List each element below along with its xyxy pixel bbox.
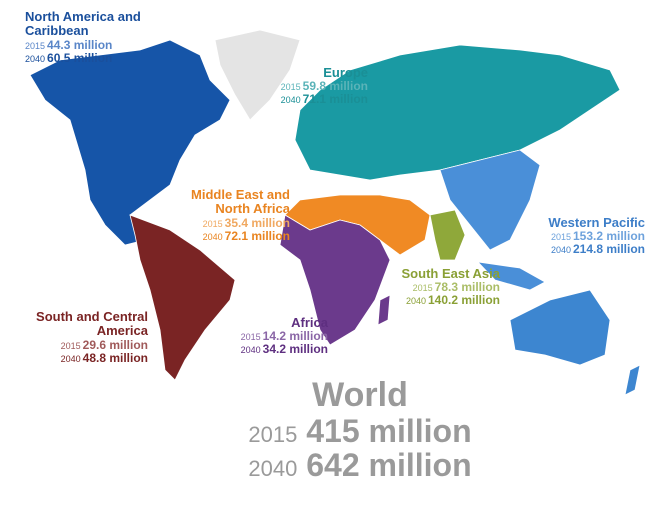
region-value: 48.8 million <box>82 350 148 365</box>
region-value: 59.8 million <box>302 79 368 94</box>
region-label: Europe 2015 59.8 million 2040 71.1 million <box>258 65 368 107</box>
world-year: 2015 <box>248 422 298 447</box>
region-year: 2015 <box>412 283 433 294</box>
world-title: World <box>312 376 408 414</box>
region-value: 34.2 million <box>262 342 328 357</box>
new-zealand <box>624 364 641 396</box>
region-row: 2015 59.8 million <box>258 80 368 93</box>
region-value: 78.3 million <box>434 280 500 295</box>
region-label: Africa 2015 14.2 million 2040 34.2 million <box>215 315 328 357</box>
region-year: 2015 <box>280 82 301 93</box>
region-value: 60.5 million <box>47 50 113 65</box>
region-value: 14.2 million <box>262 329 328 344</box>
region-value: 140.2 million <box>427 293 500 308</box>
region-year: 2040 <box>25 53 46 64</box>
islands <box>476 261 546 291</box>
region-row: 2040 60.5 million <box>25 50 175 65</box>
world-year: 2040 <box>248 455 298 481</box>
africa <box>279 214 391 346</box>
region-year: 2015 <box>240 332 261 343</box>
region-year: 2040 <box>550 245 571 256</box>
region-year: 2015 <box>60 340 81 351</box>
region-row: 2015 29.6 million <box>20 337 148 352</box>
region-row: 2040 140.2 million <box>385 294 500 307</box>
region-name: South East Asia <box>401 266 500 281</box>
region-row: 2040 34.2 million <box>215 343 328 356</box>
region-value: 35.4 million <box>224 215 290 230</box>
south-east-asia <box>429 209 466 261</box>
world-summary: World 2015 415 million 2040 642 million <box>230 376 490 482</box>
region-name: Africa <box>291 315 328 330</box>
region-row: 2015 14.2 million <box>215 330 328 343</box>
region-value: 72.1 million <box>224 228 290 243</box>
region-row: 2015 44.3 million <box>25 37 175 52</box>
world-value: 415 million <box>306 413 472 449</box>
australia <box>509 289 611 366</box>
world-row: 2040 642 million <box>230 446 490 483</box>
region-label: Middle East and North Africa 2015 35.4 mil… <box>170 187 290 243</box>
south-central-america <box>129 214 236 381</box>
world-value: 642 million <box>306 446 472 483</box>
greenland <box>214 29 301 121</box>
madagascar <box>377 294 391 326</box>
region-name: Europe <box>323 65 368 80</box>
region-year: 2015 <box>550 232 571 243</box>
region-value: 44.3 million <box>47 37 113 52</box>
region-value: 214.8 million <box>572 242 645 257</box>
region-label: South and Central America 2015 29.6 millio… <box>20 309 148 365</box>
north-america <box>29 39 231 246</box>
region-year: 2040 <box>60 353 81 364</box>
region-year: 2040 <box>202 231 223 242</box>
region-year: 2015 <box>25 40 46 51</box>
world-row: 2015 415 million <box>230 413 490 449</box>
europe <box>294 44 621 181</box>
region-name: Western Pacific <box>548 215 645 230</box>
region-row: 2040 48.8 million <box>20 350 148 365</box>
region-label: North America and Caribbean 2015 44.3 mill… <box>25 9 175 65</box>
region-value: 153.2 million <box>572 229 645 244</box>
region-name: Middle East and North Africa <box>191 187 290 217</box>
region-name: South and Central America <box>36 309 148 339</box>
east-asia <box>439 149 541 251</box>
region-row: 2015 78.3 million <box>385 281 500 294</box>
region-value: 29.6 million <box>82 337 148 352</box>
region-value: 71.1 million <box>302 92 368 107</box>
region-label: South East Asia 2015 78.3 million 2040 140.2… <box>385 266 500 308</box>
region-year: 2015 <box>202 218 223 229</box>
region-year: 2040 <box>280 95 301 106</box>
region-year: 2040 <box>405 296 426 307</box>
region-row: 2040 71.1 million <box>258 93 368 106</box>
region-row: 2015 153.2 million <box>525 230 645 243</box>
region-row: 2040 72.1 million <box>170 228 290 243</box>
region-name: North America and Caribbean <box>25 9 141 39</box>
region-row: 2015 35.4 million <box>170 215 290 230</box>
region-label: Western Pacific 2015 153.2 million 2040 214.… <box>525 215 645 257</box>
region-row: 2040 214.8 million <box>525 243 645 256</box>
region-year: 2040 <box>240 345 261 356</box>
